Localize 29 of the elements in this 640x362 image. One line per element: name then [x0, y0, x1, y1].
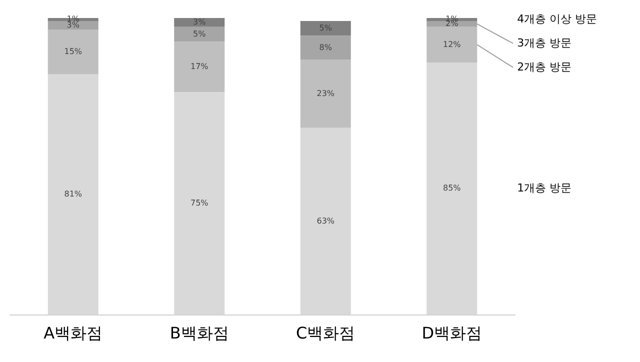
bar [300, 60, 351, 128]
data-label: 5% [193, 29, 206, 38]
bar [174, 42, 225, 92]
data-label: 15% [64, 47, 82, 56]
bar [426, 26, 478, 63]
data-label: 5% [319, 23, 332, 32]
text: 1개층 방문 [517, 182, 572, 195]
text: 3개층 방문 [517, 36, 572, 50]
data-label: 12% [442, 40, 462, 49]
data-label: 17% [190, 62, 209, 72]
bar [300, 36, 351, 60]
bar [174, 26, 225, 42]
data-label: 3% [193, 18, 206, 27]
bar [48, 30, 98, 74]
data-label: 81% [64, 190, 82, 199]
bar [174, 18, 225, 27]
data-label: 75% [190, 198, 209, 208]
data-label: 23% [316, 88, 335, 98]
x-tick-label: C백화점 [296, 324, 356, 343]
x-tick-label: B백화점 [170, 324, 229, 343]
x-tick-label: D백화점 [422, 324, 482, 343]
data-label: 63% [316, 216, 335, 226]
bar [48, 20, 98, 30]
bar [300, 20, 351, 36]
x-tick-label: A백화점 [44, 324, 103, 343]
text: 4개층 이상 방문 [517, 12, 598, 26]
text: 2개층 방문 [517, 60, 572, 74]
data-label: 8% [319, 42, 332, 52]
data-label: 85% [442, 184, 462, 193]
